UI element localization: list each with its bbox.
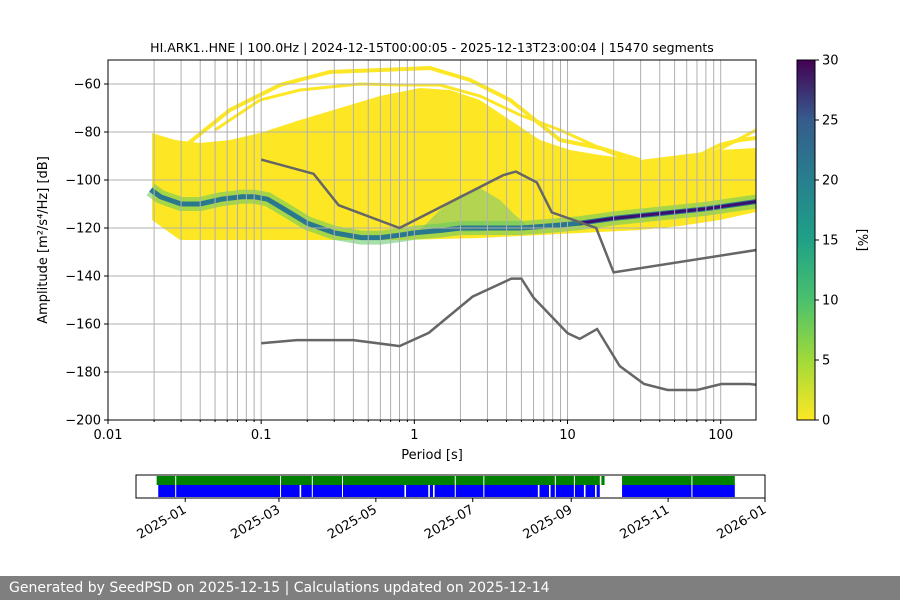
y-axis-label: Amplitude [m²/s⁴/Hz] [dB] xyxy=(36,156,51,324)
x-tick-label: 1 xyxy=(410,428,418,443)
availability-data-segment xyxy=(550,485,584,497)
availability-processed-segment xyxy=(156,476,600,485)
y-tick-label: −140 xyxy=(65,270,101,285)
availability-axis: 2025-01 2025-03 2025-05 2025-07 2025-09 2025-… xyxy=(135,498,769,543)
colorbar-tick-label: 0 xyxy=(822,414,830,429)
low-noise-model-line xyxy=(261,277,756,392)
availability-data-segment xyxy=(406,485,429,497)
colorbar-tick-label: 15 xyxy=(822,234,839,249)
availability-tick-label: 2025-07 xyxy=(422,502,477,542)
high-noise-model-line xyxy=(260,158,756,274)
colorbar-tick-label: 30 xyxy=(822,54,839,69)
availability-data-segment xyxy=(301,485,405,497)
availability-tick-label: 2025-01 xyxy=(135,502,190,542)
heatmap-density xyxy=(152,88,756,240)
availability-data-segment xyxy=(585,485,596,497)
y-tick-label: −180 xyxy=(65,366,101,381)
availability-data-segment xyxy=(596,485,600,497)
grid-lines xyxy=(108,60,756,420)
colorbar-label: [%] xyxy=(854,229,869,252)
availability-bars xyxy=(156,476,735,497)
y-tick-label: −60 xyxy=(74,78,101,93)
availability-tick-label: 2025-11 xyxy=(618,502,673,542)
colorbar-ticks: 0 5 10 15 20 25 30 xyxy=(815,54,839,429)
availability-tick-label: 2025-03 xyxy=(228,502,283,542)
y-tick-label: −100 xyxy=(65,174,101,189)
y-tick-label: −80 xyxy=(74,126,101,141)
chart-title: HI.ARK1..HNE | 100.0Hz | 2024-12-15T00:0… xyxy=(150,40,714,55)
availability-tick-label: 2025-05 xyxy=(325,502,380,542)
plot-area xyxy=(108,60,756,420)
availability-data-segment xyxy=(539,485,549,497)
heatmap-sparse-right xyxy=(649,136,756,167)
availability-data-segment xyxy=(622,485,735,497)
heatmap-sparse-upper xyxy=(178,65,641,162)
availability-tick-label: 2026-01 xyxy=(714,502,769,542)
x-tick-label: 100 xyxy=(708,428,733,443)
y-tick-label: −160 xyxy=(65,318,101,333)
availability-strip: 2025-01 2025-03 2025-05 2025-07 2025-09 2025-… xyxy=(135,474,769,543)
availability-data-segment xyxy=(429,485,434,497)
colorbar-gradient xyxy=(796,59,816,421)
availability-processed-segment xyxy=(622,476,735,485)
y-axis: −60 −80 −100 −120 −140 −160 −180 −200 xyxy=(65,78,108,429)
availability-data-segment xyxy=(158,485,300,497)
x-tick-label: 0.01 xyxy=(94,428,123,443)
y-tick-label: −120 xyxy=(65,222,101,237)
footer-bar: Generated by SeedPSD on 2025-12-15 | Cal… xyxy=(0,576,900,600)
colorbar: 0 5 10 15 20 25 30 [%] xyxy=(796,54,869,429)
colorbar-tick-label: 20 xyxy=(822,174,839,189)
x-tick-label: 0.1 xyxy=(251,428,272,443)
availability-processed-segment xyxy=(601,476,605,485)
x-axis: 0.01 0.1 1 10 100 xyxy=(94,420,733,443)
colorbar-tick-label: 10 xyxy=(822,294,839,309)
x-tick-label: 10 xyxy=(559,428,576,443)
availability-tick-label: 2025-09 xyxy=(521,502,576,542)
y-tick-label: −200 xyxy=(65,414,101,429)
colorbar-tick-label: 5 xyxy=(822,354,830,369)
colorbar-tick-label: 25 xyxy=(822,114,839,129)
availability-data-segment xyxy=(434,485,538,497)
x-axis-label: Period [s] xyxy=(401,448,463,463)
plot-frame xyxy=(107,59,757,421)
